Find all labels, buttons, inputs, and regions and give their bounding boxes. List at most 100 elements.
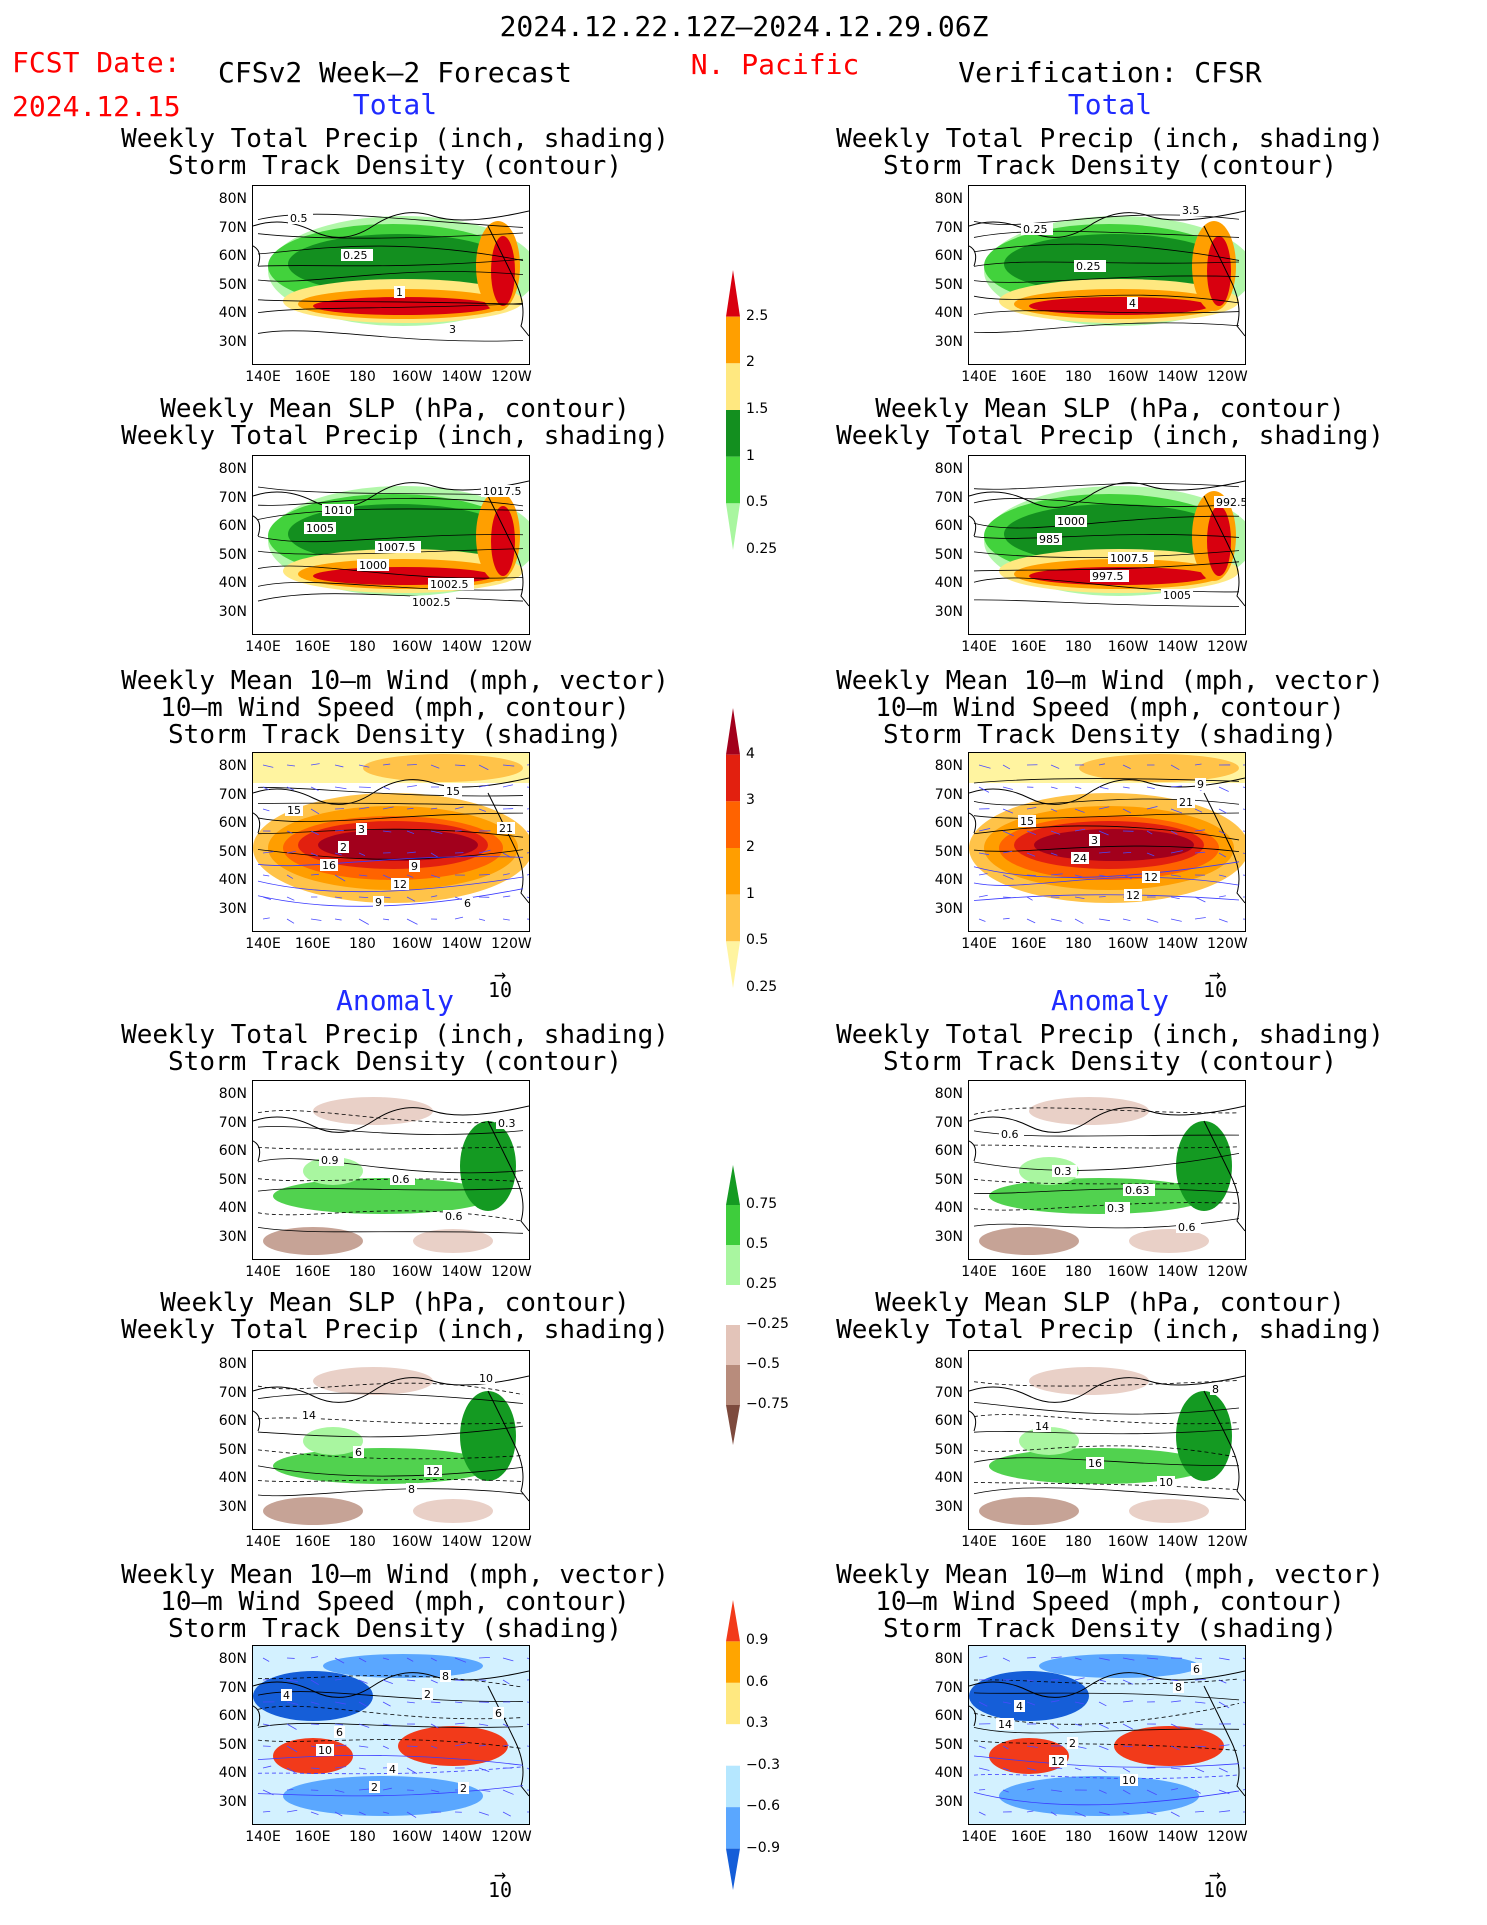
contour-label: 0.5 [288, 212, 313, 225]
lat-tick-label: 80N [218, 1356, 247, 1373]
contour-label: 992.5 [1214, 496, 1245, 509]
svg-text:10: 10 [1159, 1476, 1173, 1489]
svg-text:10: 10 [318, 1744, 332, 1757]
map-panel-v3: 3 12 9 15 24 12 21 [968, 752, 1246, 932]
lat-tick-label: 40N [218, 1200, 247, 1217]
lon-tick-label: 180 [349, 936, 376, 952]
contour-label: 12 [1049, 1755, 1067, 1768]
svg-text:0.25: 0.25 [1023, 223, 1048, 236]
lat-tick-label: 50N [218, 1441, 247, 1458]
contour-label: 1007.5 [1108, 552, 1154, 565]
contour-label: 24 [1071, 852, 1089, 865]
contour-label: 16 [1086, 1457, 1104, 1470]
lon-tick-label: 160E [294, 1264, 331, 1280]
map-panel-f3: 3 9 6 15 2 12 15 21 16 9 [252, 752, 530, 932]
lat-tick-label: 60N [218, 815, 247, 832]
fcst-date-value: 2024.12.15 [12, 90, 181, 123]
lat-tick-label: 80N [934, 191, 963, 208]
lon-tick-label: 120W [491, 639, 532, 655]
vector-ref-arrow-1: → [493, 962, 507, 986]
contour-label: 3 [1089, 834, 1100, 847]
contour-label: 1007.5 [375, 541, 421, 554]
lon-tick-label: 140E [245, 936, 281, 952]
map-panel-v4: 0.63 0.6 0.6 0.3 0.3 [968, 1080, 1246, 1260]
panel-title-v3-line3: Storm Track Density (shading) [883, 720, 1337, 750]
map-panel-v2: 1000 1007.5 1005 992.5 985 997.5 [968, 455, 1246, 635]
lon-tick-label: 160W [391, 936, 433, 952]
contour-label: 10 [316, 1744, 334, 1757]
contour-label: 1010 [322, 504, 354, 517]
svg-text:1005: 1005 [1163, 589, 1191, 602]
contour-label: 8 [440, 1670, 451, 1683]
panel-title-f4-line1: Weekly Total Precip (inch, shading) [121, 1020, 669, 1050]
panel-title-f2-line1: Weekly Mean SLP (hPa, contour) [160, 394, 630, 424]
contour-label: 3.5 [1180, 204, 1205, 217]
svg-text:15: 15 [446, 785, 460, 798]
contour-label: 9 [1195, 778, 1206, 791]
svg-text:4: 4 [283, 1689, 290, 1702]
svg-text:997.5: 997.5 [1092, 570, 1124, 583]
region-title: N. Pacific [690, 48, 860, 81]
svg-text:14: 14 [1035, 1420, 1049, 1433]
lat-tick-label: 80N [934, 1356, 963, 1373]
lon-tick-label: 160E [1010, 639, 1047, 655]
lat-tick-label: 50N [934, 1171, 963, 1188]
lon-tick-label: 120W [1207, 936, 1248, 952]
lat-tick-label: 60N [934, 1413, 963, 1430]
contour-label: 10 [1120, 1774, 1138, 1787]
contour-label: 21 [1177, 796, 1195, 809]
lon-tick-label: 140E [245, 639, 281, 655]
lon-tick-label: 160E [1010, 1829, 1047, 1845]
lat-tick-label: 70N [934, 1114, 963, 1131]
lon-tick-label: 180 [349, 639, 376, 655]
lon-tick-label: 180 [349, 1264, 376, 1280]
map-svg-f5: 12 10 14 6 8 [253, 1367, 529, 1525]
contour-label: 2 [338, 841, 349, 854]
lon-tick-label: 120W [1207, 369, 1248, 385]
contour-label: 1 [394, 286, 405, 299]
map-panel-f5: 12 10 14 6 8 [252, 1350, 530, 1530]
svg-text:12: 12 [426, 1465, 440, 1478]
svg-text:12: 12 [393, 878, 407, 891]
lon-tick-label: 160W [1107, 639, 1149, 655]
lat-tick-label: 30N [218, 333, 247, 350]
svg-text:16: 16 [322, 859, 336, 872]
colorbar-label: 0.6 [746, 1673, 769, 1690]
lat-tick-label: 60N [934, 1708, 963, 1725]
svg-text:9: 9 [411, 860, 418, 873]
lat-tick-label: 80N [218, 1651, 247, 1668]
lon-tick-label: 180 [1065, 639, 1092, 655]
contour-label: 8 [406, 1483, 417, 1496]
svg-text:0.3: 0.3 [1107, 1202, 1125, 1215]
lat-tick-label: 80N [218, 461, 247, 478]
lon-tick-label: 180 [349, 1534, 376, 1550]
lat-tick-label: 70N [934, 786, 963, 803]
svg-text:8: 8 [442, 1670, 449, 1683]
svg-text:1000: 1000 [359, 559, 387, 572]
lon-tick-label: 140E [961, 1264, 997, 1280]
svg-text:9: 9 [375, 896, 382, 909]
panel-title-v6-line2: 10–m Wind Speed (mph, contour) [875, 1587, 1345, 1617]
colorbar-label: −0.75 [746, 1396, 789, 1412]
svg-text:16: 16 [1088, 1457, 1102, 1470]
map-panel-f6: 2 4 6 4 8 6 10 2 2 [252, 1645, 530, 1825]
colorbar-label: 2.5 [746, 307, 769, 324]
lon-tick-label: 140W [441, 1534, 483, 1550]
panel-title-f6-line1: Weekly Mean 10–m Wind (mph, vector) [121, 1560, 669, 1590]
colorbar-label: 0.5 [746, 494, 769, 511]
contour-label: 2 [422, 1688, 433, 1701]
lon-tick-label: 160W [1107, 1264, 1149, 1280]
lat-tick-label: 30N [218, 1228, 247, 1245]
lon-tick-label: 140E [245, 369, 281, 385]
svg-text:10: 10 [1122, 1774, 1136, 1787]
svg-text:2: 2 [1069, 1737, 1076, 1750]
panel-title-v3-line2: 10–m Wind Speed (mph, contour) [875, 693, 1345, 723]
svg-text:24: 24 [1073, 852, 1087, 865]
fcst-date-label: FCST Date: [12, 46, 181, 79]
contour-label: 3 [356, 823, 367, 836]
contour-label: 2 [1067, 1737, 1078, 1750]
lat-tick-label: 40N [218, 575, 247, 592]
map-svg-v2: 1000 1007.5 1005 992.5 985 997.5 [969, 480, 1245, 607]
map-svg-v3: 3 12 9 15 24 12 21 [969, 753, 1245, 924]
svg-text:6: 6 [1193, 1663, 1200, 1676]
